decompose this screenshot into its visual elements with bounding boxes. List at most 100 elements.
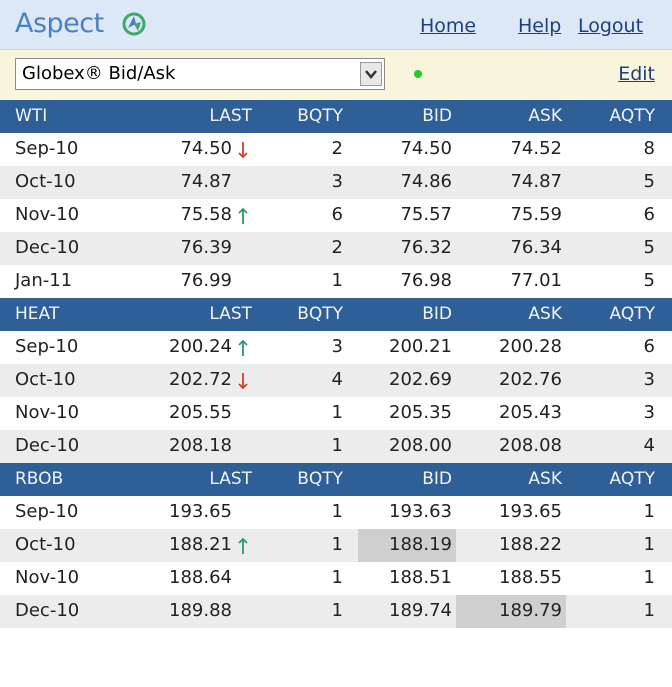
quote-row[interactable]: Oct-10 74.87 3 74.86 74.87 5 bbox=[0, 166, 672, 199]
column-header: LAST bbox=[209, 469, 252, 489]
bqty-value: 1 bbox=[331, 534, 343, 555]
column-header: BID bbox=[422, 469, 452, 489]
aqty-value: 1 bbox=[643, 567, 655, 588]
section-header: HEAT LAST BQTY BID ASK AQTY bbox=[0, 298, 672, 331]
ask-value: 75.59 bbox=[510, 204, 562, 225]
last-value: 74.50 bbox=[180, 138, 232, 159]
last-value: 200.24 bbox=[169, 336, 232, 357]
aqty-value: 6 bbox=[643, 336, 655, 357]
ask-value: 200.28 bbox=[499, 336, 562, 357]
quote-row[interactable]: Oct-10 202.72 4 202.69 202.76 3 bbox=[0, 364, 672, 397]
logout-link[interactable]: Logout bbox=[578, 15, 644, 37]
column-header: BID bbox=[422, 106, 452, 126]
section-name: HEAT bbox=[15, 304, 60, 324]
section-name: RBOB bbox=[15, 469, 64, 489]
ask-value: 74.87 bbox=[510, 171, 562, 192]
column-header: BQTY bbox=[297, 106, 343, 126]
arrow-path bbox=[238, 207, 248, 224]
aqty-value: 5 bbox=[643, 270, 655, 291]
up-arrow bbox=[238, 537, 248, 554]
bqty-value: 1 bbox=[331, 270, 343, 291]
quote-row[interactable]: Sep-10 200.24 3 200.21 200.28 6 bbox=[0, 331, 672, 364]
ask-value: 208.08 bbox=[499, 435, 562, 456]
ask-value: 193.65 bbox=[499, 501, 562, 522]
quote-row[interactable]: Nov-10 75.58 6 75.57 75.59 6 bbox=[0, 199, 672, 232]
dropdown-button[interactable] bbox=[360, 62, 382, 86]
bid-value: 202.69 bbox=[389, 369, 452, 390]
month: Oct-10 bbox=[15, 171, 76, 192]
last-value: 202.72 bbox=[169, 369, 232, 390]
arrow-path bbox=[238, 373, 248, 390]
last-value: 193.65 bbox=[169, 501, 232, 522]
home-link[interactable]: Home bbox=[420, 15, 477, 37]
ask-value: 76.34 bbox=[510, 237, 562, 258]
down-arrow bbox=[238, 142, 248, 159]
column-header: BID bbox=[422, 304, 452, 324]
last-value: 76.99 bbox=[180, 270, 232, 291]
selector-text: Globex® Bid/Ask bbox=[22, 63, 176, 84]
bid-value: 75.57 bbox=[400, 204, 452, 225]
ask-value: 189.79 bbox=[499, 600, 562, 621]
quote-row[interactable]: Sep-10 193.65 1 193.63 193.65 1 bbox=[0, 496, 672, 529]
bqty-value: 2 bbox=[331, 237, 343, 258]
last-value: 188.21 bbox=[169, 534, 232, 555]
ask-value: 74.52 bbox=[510, 138, 562, 159]
aqty-value: 1 bbox=[643, 534, 655, 555]
bid-value: 208.00 bbox=[389, 435, 452, 456]
last-value: 205.55 bbox=[169, 402, 232, 423]
last-value: 76.39 bbox=[180, 237, 232, 258]
bqty-value: 1 bbox=[331, 435, 343, 456]
aqty-value: 4 bbox=[643, 435, 655, 456]
logo-icon bbox=[122, 12, 146, 36]
last-value: 208.18 bbox=[169, 435, 232, 456]
bqty-value: 2 bbox=[331, 138, 343, 159]
ask-value: 188.55 bbox=[499, 567, 562, 588]
section-header: RBOB LAST BQTY BID ASK AQTY bbox=[0, 463, 672, 496]
last-value: 188.64 bbox=[169, 567, 232, 588]
arrow-path bbox=[238, 537, 248, 554]
column-header: ASK bbox=[528, 469, 562, 489]
bqty-value: 3 bbox=[331, 171, 343, 192]
bid-value: 188.51 bbox=[389, 567, 452, 588]
month: Nov-10 bbox=[15, 402, 80, 423]
column-header: ASK bbox=[528, 304, 562, 324]
quote-row[interactable]: Nov-10 188.64 1 188.51 188.55 1 bbox=[0, 562, 672, 595]
header: Aspect Home Help Logout bbox=[0, 0, 672, 50]
aqty-value: 1 bbox=[643, 600, 655, 621]
aqty-value: 5 bbox=[643, 171, 655, 192]
up-arrow bbox=[238, 339, 248, 356]
bqty-value: 4 bbox=[331, 369, 343, 390]
edit-link[interactable]: Edit bbox=[618, 63, 655, 85]
aqty-value: 5 bbox=[643, 237, 655, 258]
quote-row[interactable]: Sep-10 74.50 2 74.50 74.52 8 bbox=[0, 133, 672, 166]
bqty-value: 6 bbox=[331, 204, 343, 225]
column-header: AQTY bbox=[609, 469, 655, 489]
bqty-value: 1 bbox=[331, 501, 343, 522]
column-header: LAST bbox=[209, 106, 252, 126]
help-link[interactable]: Help bbox=[518, 15, 562, 37]
ask-value: 205.43 bbox=[499, 402, 562, 423]
bid-value: 74.50 bbox=[400, 138, 452, 159]
quote-row[interactable]: Dec-10 76.39 2 76.32 76.34 5 bbox=[0, 232, 672, 265]
quote-row[interactable]: Nov-10 205.55 1 205.35 205.43 3 bbox=[0, 397, 672, 430]
column-header: LAST bbox=[209, 304, 252, 324]
month: Dec-10 bbox=[15, 435, 80, 456]
last-value: 75.58 bbox=[180, 204, 232, 225]
bqty-value: 1 bbox=[331, 402, 343, 423]
bid-value: 193.63 bbox=[389, 501, 452, 522]
quote-row[interactable]: Dec-10 208.18 1 208.00 208.08 4 bbox=[0, 430, 672, 463]
column-header: BQTY bbox=[297, 304, 343, 324]
arrow-path bbox=[238, 339, 248, 356]
ask-value: 77.01 bbox=[510, 270, 562, 291]
logo: Aspect bbox=[15, 8, 104, 39]
up-arrow bbox=[238, 207, 248, 224]
selector[interactable]: Globex® Bid/Ask bbox=[15, 58, 385, 90]
quote-row[interactable]: Jan-11 76.99 1 76.98 77.01 5 bbox=[0, 265, 672, 298]
quote-row[interactable]: Dec-10 189.88 1 189.74 189.79 1 bbox=[0, 595, 672, 628]
bqty-value: 1 bbox=[331, 600, 343, 621]
column-header: ASK bbox=[528, 106, 562, 126]
highlight-cell bbox=[358, 529, 456, 562]
quote-row[interactable]: Oct-10 188.21 1 188.19 188.22 1 bbox=[0, 529, 672, 562]
quote-table: WTI LAST BQTY BID ASK AQTY Sep-10 74.50 2 74.50 74… bbox=[0, 100, 672, 628]
